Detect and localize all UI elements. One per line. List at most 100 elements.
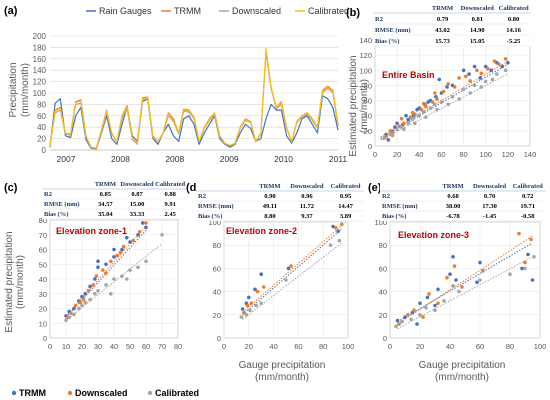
panel-c-ylabel: Estimated precipitation: [4, 231, 15, 332]
point-calibrated: [424, 115, 428, 119]
xtick-label: 80: [174, 342, 182, 351]
point-trmm: [506, 60, 510, 65]
xtick-label: 0: [48, 342, 52, 351]
point-downscaled: [261, 285, 266, 289]
point-trmm: [437, 77, 442, 82]
point-downscaled: [131, 238, 135, 243]
trendline: [242, 225, 343, 313]
stats-table-header: Calibrated: [499, 5, 529, 12]
stats-table-header: Downscaled: [290, 183, 324, 190]
point-calibrated: [451, 284, 455, 288]
series-line-calibrated: [49, 47, 339, 149]
xtick-label: 20: [393, 150, 401, 159]
point-calibrated: [406, 121, 411, 126]
ytick-label: 40: [39, 275, 47, 284]
point-downscaled: [289, 264, 293, 268]
bottom-legend-calibrated: Calibrated: [155, 388, 199, 398]
stats-table-cell: 9.37: [301, 213, 313, 220]
panel-a-xtick-label: 2010: [274, 154, 293, 164]
point-calibrated: [478, 278, 482, 282]
series-line-rain-gauges: [49, 95, 339, 150]
panel-a-ytick-label: 60: [37, 112, 46, 121]
point-calibrated: [490, 77, 495, 82]
point-downscaled: [427, 292, 431, 296]
trendline: [397, 242, 533, 323]
trendline: [397, 256, 533, 330]
stats-table-cell: 0.90: [264, 193, 275, 200]
point-downscaled: [479, 71, 484, 76]
ytick-label: 100: [359, 66, 372, 75]
point-downscaled: [441, 89, 446, 94]
panel-e-xlabel: Gauge precipitation: [419, 360, 506, 371]
series-line-trmm: [49, 49, 339, 149]
point-downscaled: [452, 85, 457, 89]
point-calibrated: [88, 297, 92, 302]
point-calibrated: [144, 259, 148, 264]
panel-a-xtick-label: 2011: [329, 154, 348, 164]
ytick-label: 0: [217, 334, 221, 343]
panel-e-xlabel-units: (mm/month): [435, 372, 489, 383]
stats-table-cell: 0.70: [484, 193, 495, 200]
point-downscaled: [81, 297, 86, 302]
point-calibrated: [409, 317, 413, 322]
point-calibrated: [503, 68, 508, 73]
stats-table-cell: 0.88: [164, 191, 176, 198]
legend-downscaled: Downscaled: [232, 6, 281, 16]
point-trmm: [253, 287, 257, 292]
stats-table-row-label: RMSE (mm): [382, 203, 418, 210]
panel-d-scatter: (d) Elevation zone-2 Gauge precipitation…: [186, 181, 364, 383]
point-downscaled: [340, 222, 344, 227]
point-trmm: [520, 266, 524, 271]
point-trmm: [93, 277, 97, 281]
point-trmm: [418, 301, 422, 306]
point-downscaled: [406, 313, 410, 317]
point-downscaled: [503, 57, 508, 61]
xtick-label: 20: [245, 342, 253, 351]
point-downscaled: [486, 67, 490, 71]
point-downscaled: [497, 62, 501, 66]
stats-table-row-label: Bias (%): [375, 38, 399, 45]
bottom-legend-trmm-marker: [11, 390, 17, 396]
point-downscaled: [333, 226, 338, 230]
trendline: [65, 243, 163, 321]
point-trmm: [247, 295, 251, 300]
point-calibrated: [399, 125, 404, 129]
stats-table-cell: 15.00: [130, 201, 145, 208]
point-trmm: [415, 107, 419, 112]
point-trmm: [475, 280, 479, 285]
panel-a-xtick-label: 2009: [220, 154, 239, 164]
stats-table-cell: 0.80: [508, 16, 519, 23]
point-downscaled: [388, 129, 393, 133]
stats-table-row-label: Bias (%): [44, 211, 68, 218]
point-downscaled: [492, 59, 497, 63]
point-calibrated: [83, 300, 87, 305]
xtick-label: 20: [416, 342, 424, 351]
ytick-label: 30: [39, 290, 47, 299]
point-calibrated: [457, 97, 461, 101]
stats-table-cell: 3.89: [340, 213, 352, 220]
point-downscaled: [424, 104, 428, 109]
point-calibrated: [248, 308, 252, 313]
point-calibrated: [254, 303, 258, 308]
panel-b-label: (b): [346, 7, 360, 19]
point-downscaled: [399, 116, 404, 121]
point-calibrated: [442, 299, 446, 303]
stats-table-cell: 34.57: [98, 201, 113, 208]
point-trmm: [445, 85, 449, 89]
bottom-legend-downscaled-marker: [67, 390, 73, 396]
point-calibrated: [495, 72, 499, 76]
stats-table-cell: 11.72: [300, 203, 314, 210]
stats-table-cell: 35.04: [98, 211, 113, 218]
point-downscaled: [436, 301, 440, 306]
legend-rain-gauges: Rain Gauges: [99, 6, 152, 16]
xtick-label: 60: [476, 342, 484, 351]
ytick-label: 140: [359, 36, 372, 45]
point-calibrated: [417, 113, 422, 118]
legend-calibrated: Calibrated: [308, 6, 349, 16]
point-trmm: [141, 221, 145, 225]
panel-a-ylabel: Precipitation: [8, 62, 19, 117]
point-calibrated: [93, 292, 97, 296]
point-calibrated: [402, 127, 406, 132]
ytick-label: 120: [359, 51, 372, 60]
point-downscaled: [245, 303, 250, 308]
